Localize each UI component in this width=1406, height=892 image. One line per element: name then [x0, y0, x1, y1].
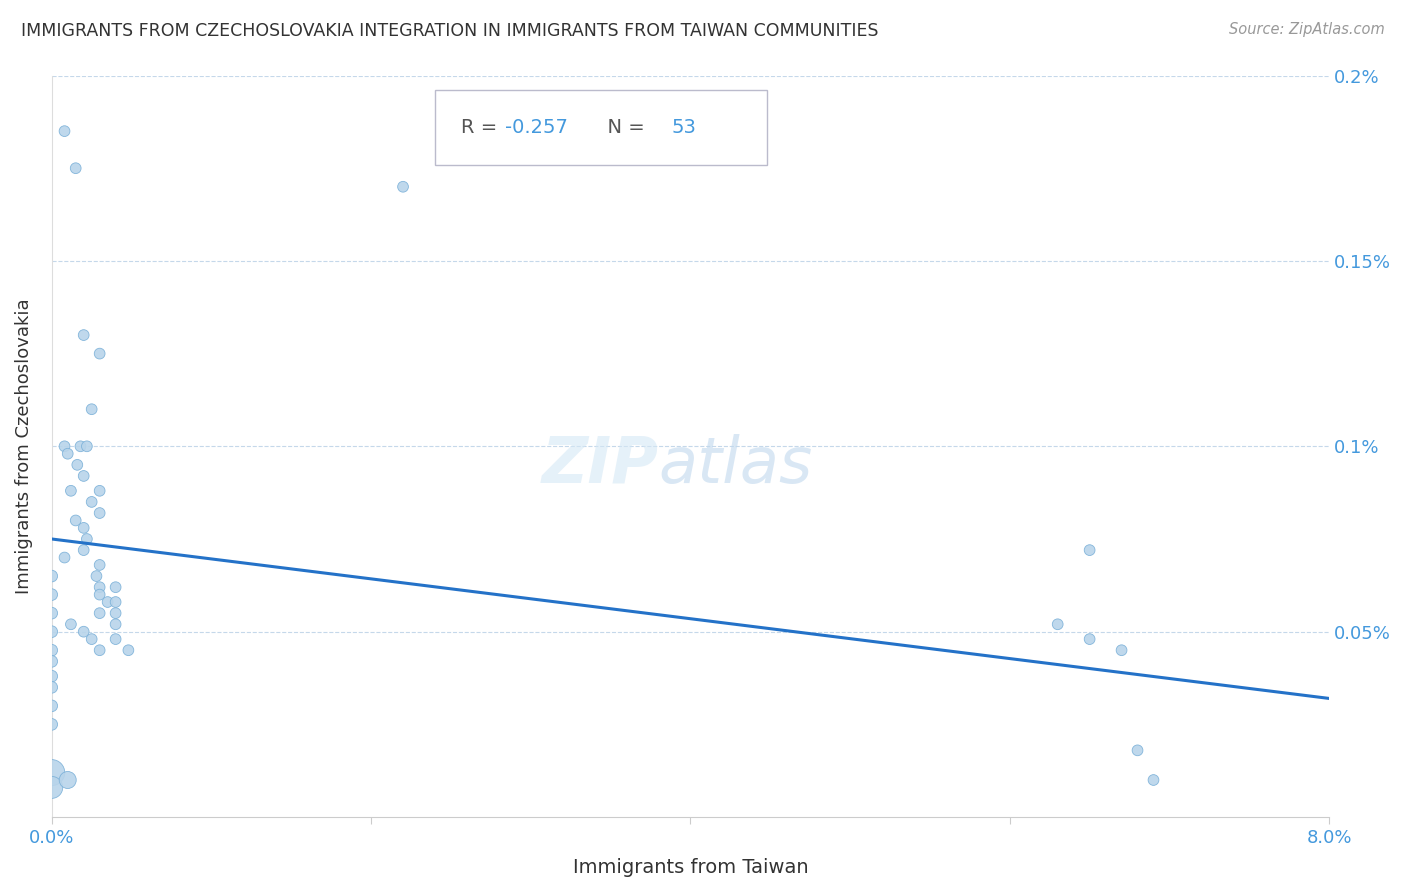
Point	[53, 550, 76, 565]
Text: IMMIGRANTS FROM CZECHOSLOVAKIA INTEGRATION IN IMMIGRANTS FROM TAIWAN COMMUNITIES: IMMIGRANTS FROM CZECHOSLOVAKIA INTEGRATI…	[21, 22, 879, 40]
Point	[86, 569, 108, 583]
Point	[80, 632, 103, 646]
Text: Source: ZipAtlas.com: Source: ZipAtlas.com	[1229, 22, 1385, 37]
Point	[41, 606, 63, 620]
Point	[392, 179, 415, 194]
Point	[41, 780, 63, 795]
Point	[41, 698, 63, 713]
Point	[41, 717, 63, 731]
Point	[59, 483, 82, 498]
Point	[89, 580, 111, 594]
Text: ZIP: ZIP	[541, 434, 658, 496]
Point	[1126, 743, 1149, 757]
Point	[41, 669, 63, 683]
Point	[76, 532, 98, 546]
Point	[89, 558, 111, 572]
Point	[80, 495, 103, 509]
FancyBboxPatch shape	[434, 90, 768, 164]
Point	[104, 606, 127, 620]
Point	[89, 606, 111, 620]
Point	[89, 346, 111, 360]
Point	[104, 632, 127, 646]
Point	[1111, 643, 1133, 657]
Point	[41, 624, 63, 639]
Point	[53, 439, 76, 453]
Point	[76, 439, 98, 453]
Point	[89, 483, 111, 498]
Point	[89, 588, 111, 602]
Text: atlas: atlas	[658, 434, 813, 496]
Point	[117, 643, 139, 657]
Point	[1078, 632, 1101, 646]
Point	[53, 124, 76, 138]
Point	[104, 595, 127, 609]
Point	[41, 765, 63, 780]
Point	[89, 506, 111, 520]
Point	[56, 447, 79, 461]
Point	[59, 617, 82, 632]
Point	[1046, 617, 1069, 632]
Text: N =: N =	[595, 118, 651, 137]
Point	[41, 569, 63, 583]
Text: -0.257: -0.257	[505, 118, 568, 137]
Point	[104, 617, 127, 632]
Point	[73, 469, 96, 483]
Point	[41, 654, 63, 668]
X-axis label: Immigrants from Taiwan: Immigrants from Taiwan	[572, 858, 808, 877]
Point	[69, 439, 91, 453]
Point	[73, 521, 96, 535]
Text: R =: R =	[461, 118, 503, 137]
Point	[73, 543, 96, 558]
Point	[73, 624, 96, 639]
Point	[89, 643, 111, 657]
Point	[56, 772, 79, 787]
Point	[1078, 543, 1101, 558]
Point	[66, 458, 89, 472]
Point	[104, 580, 127, 594]
Y-axis label: Immigrants from Czechoslovakia: Immigrants from Czechoslovakia	[15, 299, 32, 594]
Text: 53: 53	[671, 118, 696, 137]
Point	[41, 643, 63, 657]
Point	[41, 588, 63, 602]
Point	[1142, 772, 1164, 787]
Point	[80, 402, 103, 417]
Point	[65, 161, 87, 176]
Point	[97, 595, 120, 609]
Point	[41, 681, 63, 695]
Point	[73, 328, 96, 343]
Point	[65, 513, 87, 527]
